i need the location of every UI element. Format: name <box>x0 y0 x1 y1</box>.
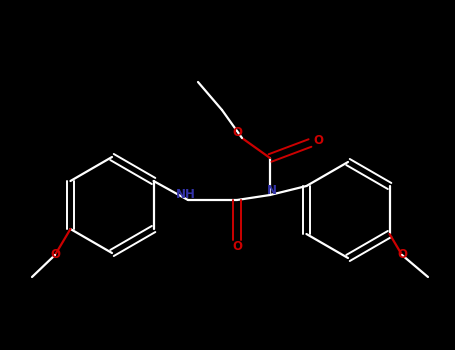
Text: O: O <box>232 239 242 252</box>
Text: O: O <box>313 133 323 147</box>
Text: O: O <box>232 126 242 140</box>
Text: N: N <box>267 183 277 196</box>
Text: O: O <box>50 248 60 261</box>
Text: O: O <box>397 248 407 261</box>
Text: NH: NH <box>176 188 196 201</box>
